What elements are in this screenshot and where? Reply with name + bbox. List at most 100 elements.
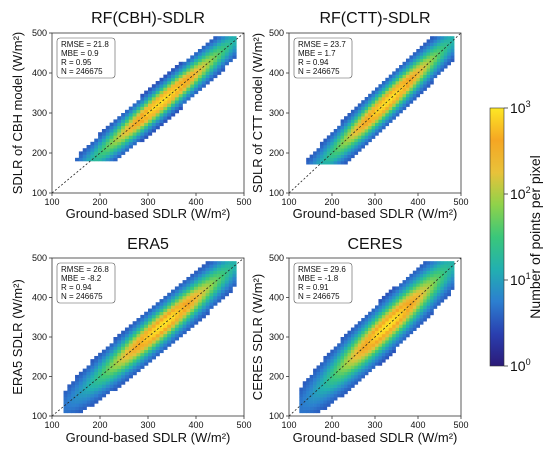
- heatmap-cell: [71, 387, 76, 392]
- heatmap-cell: [399, 333, 403, 338]
- heatmap-cell: [416, 74, 421, 79]
- heatmap-cell: [368, 135, 372, 139]
- heatmap-cell: [354, 381, 359, 385]
- heatmap-cell: [101, 355, 107, 360]
- heatmap-cell: [201, 302, 206, 306]
- y-tick-label: 500: [32, 28, 47, 38]
- heatmap-cell: [392, 305, 396, 309]
- heatmap-cell: [155, 90, 160, 95]
- heatmap-cell: [132, 113, 137, 117]
- heatmap-cell: [447, 55, 451, 59]
- heatmap-cell: [409, 286, 414, 290]
- heatmap-cell: [381, 116, 386, 120]
- heatmap-cell: [423, 295, 427, 300]
- heatmap-cell: [159, 349, 164, 354]
- heatmap-cell: [347, 141, 352, 146]
- heatmap-cell: [412, 321, 417, 325]
- heatmap-cell: [326, 135, 331, 139]
- heatmap-cell: [361, 330, 365, 335]
- heatmap-cell: [419, 280, 424, 284]
- heatmap-cell: [337, 368, 341, 373]
- heatmap-cell: [132, 371, 137, 376]
- heatmap-cell: [371, 359, 376, 363]
- heatmap-cell: [388, 327, 393, 331]
- heatmap-cell: [381, 90, 386, 95]
- heatmap-cell: [364, 318, 369, 322]
- heatmap-cell: [388, 302, 393, 306]
- heatmap-cell: [75, 397, 80, 401]
- heatmap-cell: [313, 406, 317, 410]
- heatmap-cell: [148, 349, 153, 354]
- heatmap-cell: [117, 368, 122, 373]
- heatmap-cell: [124, 135, 130, 139]
- y-tick-label: 100: [32, 188, 47, 198]
- heatmap-cell: [405, 61, 410, 66]
- heatmap-cell: [430, 270, 434, 275]
- heatmap-cell: [232, 55, 237, 59]
- heatmap-cell: [354, 129, 359, 133]
- heatmap-cell: [340, 122, 345, 127]
- heatmap-cell: [98, 138, 103, 143]
- heatmap-cell: [121, 135, 126, 139]
- heatmap-cell: [205, 58, 210, 63]
- heatmap-cell: [174, 292, 180, 297]
- heatmap-cell: [201, 292, 206, 297]
- heatmap-cell: [105, 381, 110, 385]
- heatmap-cell: [163, 103, 168, 107]
- heatmap-cell: [75, 378, 80, 382]
- heatmap-cell: [136, 362, 141, 366]
- heatmap-cell: [148, 337, 153, 341]
- heatmap-cell: [347, 374, 352, 379]
- heatmap-cell: [94, 355, 99, 360]
- heatmap-cell: [385, 113, 390, 117]
- heatmap-cell: [190, 280, 195, 284]
- heatmap-cell: [197, 52, 203, 56]
- heatmap-cell: [217, 261, 222, 265]
- heatmap-cell: [333, 378, 338, 382]
- heatmap-cell: [109, 343, 114, 347]
- heatmap-cell: [197, 302, 203, 306]
- heatmap-cell: [371, 346, 376, 350]
- heatmap-cell: [385, 106, 390, 111]
- heatmap-cell: [67, 387, 72, 392]
- heatmap-cell: [347, 381, 352, 385]
- heatmap-cell: [71, 409, 76, 414]
- heatmap-cell: [75, 387, 80, 392]
- heatmap-cell: [316, 154, 321, 159]
- heatmap-cell: [171, 340, 176, 344]
- heatmap-cell: [316, 157, 321, 162]
- heatmap-cell: [71, 403, 76, 407]
- heatmap-cell: [419, 318, 424, 322]
- heatmap-cell: [109, 157, 114, 162]
- heatmap-cell: [350, 346, 355, 350]
- heatmap-cell: [90, 403, 95, 407]
- heatmap-cell: [194, 308, 199, 313]
- heatmap-cell: [155, 302, 160, 306]
- heatmap-cell: [340, 157, 345, 162]
- heatmap-cell: [105, 132, 110, 136]
- heatmap-cell: [450, 45, 455, 50]
- heatmap-cell: [416, 84, 421, 88]
- heatmap-cell: [378, 330, 383, 335]
- heatmap-cell: [344, 145, 348, 149]
- heatmap-cell: [399, 77, 403, 82]
- heatmap-cell: [388, 343, 393, 347]
- heatmap-cell: [388, 74, 393, 79]
- heatmap-cell: [443, 49, 448, 53]
- heatmap-cell: [405, 311, 410, 316]
- heatmap-cell: [347, 157, 352, 162]
- heatmap-cell: [140, 100, 145, 104]
- heatmap-cell: [163, 302, 168, 306]
- heatmap-cell: [433, 286, 438, 290]
- heatmap-cell: [316, 397, 321, 401]
- heatmap-cell: [357, 337, 362, 341]
- heatmap-cell: [163, 109, 168, 114]
- heatmap-cell: [178, 103, 183, 107]
- heatmap-cell: [419, 305, 424, 309]
- heatmap-cell: [433, 283, 438, 287]
- heatmap-cell: [313, 387, 317, 392]
- heatmap-cell: [90, 365, 95, 369]
- heatmap-cell: [419, 90, 424, 95]
- x-tick-label: 200: [92, 420, 107, 430]
- heatmap-cell: [98, 141, 103, 146]
